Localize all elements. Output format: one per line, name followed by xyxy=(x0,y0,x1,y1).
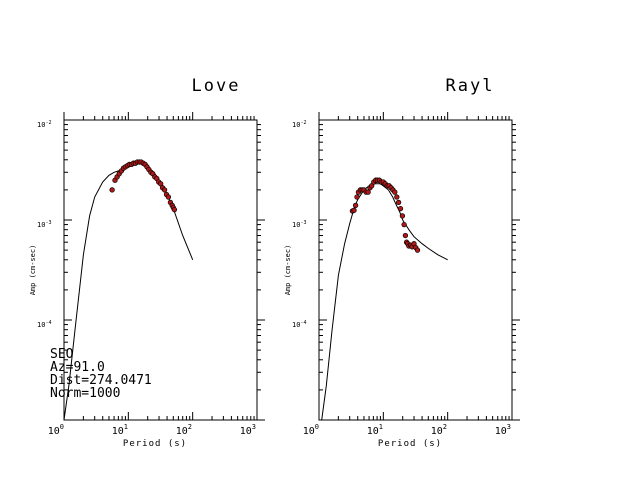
rayl-model-curve xyxy=(321,183,448,421)
rayl-observed-point xyxy=(402,232,409,239)
rayl-observed-point xyxy=(354,194,360,200)
love-y-tick-label: 10-4 xyxy=(37,320,51,329)
rayl-series-group xyxy=(321,177,448,421)
rayl-observed-point xyxy=(351,207,357,213)
rayl-observed-point xyxy=(397,205,404,212)
love-x-tick-label: 101 xyxy=(112,423,128,437)
love-observed-point xyxy=(165,194,172,200)
distance-label: Dist=274.0471 xyxy=(50,373,152,388)
love-x-tick-label: 103 xyxy=(240,423,256,437)
station-label: SEO xyxy=(50,347,74,362)
love-y-tick-label: 10-3 xyxy=(37,220,51,229)
azimuth-label: Az=91.0 xyxy=(50,360,105,375)
rayl-panel-title: Rayl xyxy=(446,76,495,96)
love-series-group xyxy=(63,159,194,421)
rayl-y-tick-label: 10-3 xyxy=(292,220,306,229)
rayl-x-axis-label: Period (s) xyxy=(378,439,442,449)
rayl-observed-point xyxy=(352,202,359,209)
love-y-axis-label: Amp (cm-sec) xyxy=(29,245,37,296)
rayl-x-tick-label: 100 xyxy=(303,423,319,437)
love-observed-point xyxy=(161,187,168,193)
rayl-x-tick-label: 101 xyxy=(367,423,383,437)
rayl-observed-point xyxy=(414,247,421,253)
rayl-panel: Rayl 100 101 102 103 Period (s) 10-2 10-… xyxy=(284,76,520,449)
rayl-plot-frame xyxy=(318,119,513,421)
rayl-observed-point xyxy=(395,199,402,206)
norm-label: Norm=1000 xyxy=(50,386,120,401)
love-x-axis-label: Period (s) xyxy=(123,439,187,449)
rayl-observed-point xyxy=(399,213,406,219)
love-observed-point xyxy=(171,206,178,213)
love-observed-point xyxy=(109,187,115,193)
rayl-observed-point xyxy=(365,189,371,195)
rayl-axis-ticks xyxy=(318,112,520,421)
rayl-observed-point xyxy=(394,194,400,200)
love-panel: Love 100 101 102 103 Period (s) 10-2 10-… xyxy=(29,76,265,449)
rayl-y-axis-label: Amp (cm-sec) xyxy=(284,245,292,296)
love-x-tick-label: 102 xyxy=(176,423,192,437)
love-x-tick-label: 100 xyxy=(48,423,64,437)
rayl-y-tick-label: 10-4 xyxy=(292,320,306,329)
rayl-x-tick-label: 103 xyxy=(495,423,511,437)
rayl-observed-point xyxy=(401,221,407,228)
love-panel-title: Love xyxy=(192,76,241,96)
love-plot-frame xyxy=(63,119,258,421)
love-axis-ticks xyxy=(63,112,265,421)
rayl-y-tick-label: 10-2 xyxy=(292,120,306,129)
rayl-observed-point xyxy=(392,189,398,195)
rayl-x-tick-label: 102 xyxy=(431,423,447,437)
love-y-tick-label: 10-2 xyxy=(37,120,51,129)
